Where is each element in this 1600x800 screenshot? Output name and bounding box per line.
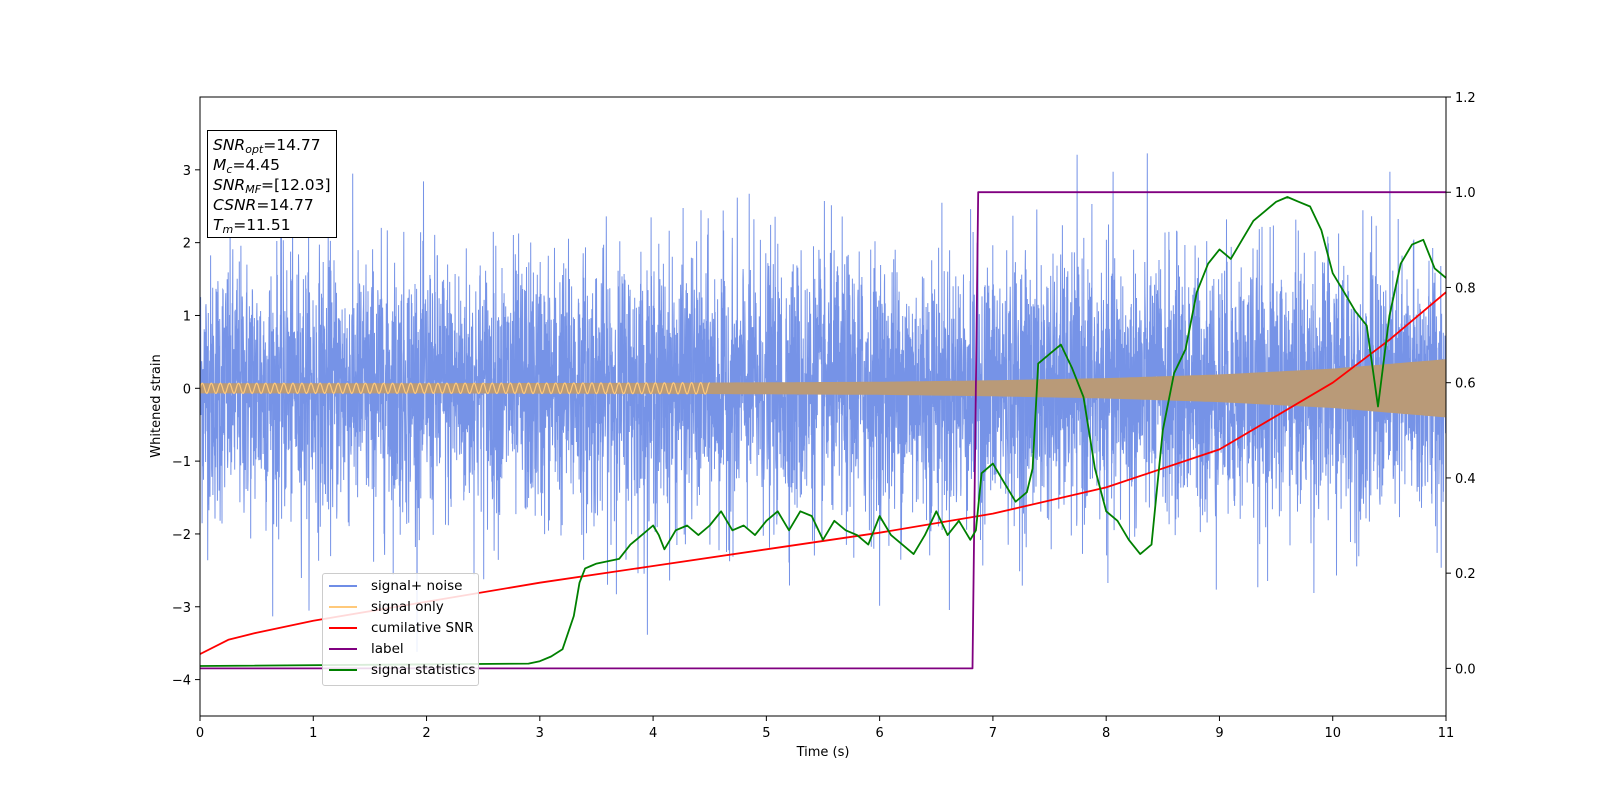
tm-value: 11.51 xyxy=(246,216,291,234)
y2-tick-label: 1.0 xyxy=(1455,186,1476,201)
y-tick-label: −4 xyxy=(172,674,191,689)
y-tick-label: −1 xyxy=(172,455,191,470)
x-tick-label: 1 xyxy=(309,726,317,741)
y-tick-label: 0 xyxy=(183,382,191,397)
x-tick-label: 5 xyxy=(762,726,770,741)
y2-tick-label: 0.0 xyxy=(1455,662,1476,677)
x-axis-label: Time (s) xyxy=(796,745,850,760)
snr-mf-line: SNRMF=[12.03] xyxy=(213,176,331,196)
legend-label: signal statistics xyxy=(371,662,476,678)
y-tick-label: 2 xyxy=(183,237,191,252)
y2-tick-label: 0.6 xyxy=(1455,377,1476,392)
legend-label: signal only xyxy=(371,599,444,615)
x-tick-label: 2 xyxy=(422,726,430,741)
mc-value: 4.45 xyxy=(245,156,280,174)
cumilative-snr-line xyxy=(200,291,1446,655)
snr-mf-value: [12.03] xyxy=(274,176,331,194)
label-line xyxy=(200,191,1446,670)
legend-swatch xyxy=(329,669,357,671)
y-tick-label: −2 xyxy=(172,528,191,543)
signal-only-series xyxy=(200,359,1446,418)
snr-opt-value: 14.77 xyxy=(276,136,321,154)
x-tick-label: 6 xyxy=(875,726,883,741)
legend-swatch xyxy=(329,648,357,650)
signal-statistics-line xyxy=(200,196,1446,667)
x-tick-label: 4 xyxy=(649,726,657,741)
legend-item-signal-only: signal only xyxy=(329,597,479,617)
plot-frame xyxy=(199,96,1447,717)
y-tick-label: −3 xyxy=(172,601,191,616)
x-tick-label: 3 xyxy=(536,726,544,741)
y-axis-label: Whitened strain xyxy=(149,354,164,457)
legend-label: signal+ noise xyxy=(371,578,463,594)
legend-swatch xyxy=(329,627,357,629)
y-axis-right: 0.0 0.2 0.4 0.6 0.8 1.0 1.2 xyxy=(1446,91,1476,677)
legend-item-signal-noise: signal+ noise xyxy=(329,576,479,596)
x-tick-label: 11 xyxy=(1438,726,1455,741)
x-tick-label: 7 xyxy=(989,726,997,741)
mc-line: Mc=4.45 xyxy=(213,156,280,176)
legend-swatch xyxy=(329,585,357,587)
legend-label: cumilative SNR xyxy=(371,620,474,636)
y-tick-label: 1 xyxy=(183,309,191,324)
legend-item-cumulative-snr: cumilative SNR xyxy=(329,618,479,638)
legend-item-label: label xyxy=(329,639,479,659)
y2-tick-label: 1.2 xyxy=(1455,91,1476,106)
legend: signal+ noise signal only cumilative SNR… xyxy=(322,573,479,686)
signal-only-line xyxy=(200,381,710,395)
x-tick-label: 10 xyxy=(1324,726,1341,741)
y2-tick-label: 0.4 xyxy=(1455,472,1476,487)
csnr-value: 14.77 xyxy=(269,196,314,214)
snr-info-box: SNRopt=14.77 Mc=4.45 SNRMF=[12.03] CSNR=… xyxy=(207,130,337,238)
x-tick-label: 9 xyxy=(1215,726,1223,741)
legend-item-signal-statistics: signal statistics xyxy=(329,660,479,680)
y-tick-label: 3 xyxy=(183,164,191,179)
tm-line: Tm=11.51 xyxy=(213,216,291,236)
signal-only-envelope xyxy=(200,359,1446,418)
x-tick-label: 8 xyxy=(1102,726,1110,741)
line-series-group xyxy=(200,191,1446,670)
y2-tick-label: 0.2 xyxy=(1455,567,1476,582)
csnr-line: CSNR=14.77 xyxy=(213,196,314,214)
x-axis: 0 1 2 3 4 5 6 7 8 9 10 11 xyxy=(196,716,1454,741)
legend-swatch xyxy=(329,606,357,608)
x-tick-label: 0 xyxy=(196,726,204,741)
y2-tick-label: 0.8 xyxy=(1455,281,1476,296)
legend-label: label xyxy=(371,641,404,657)
snr-opt-line: SNRopt=14.77 xyxy=(213,136,321,156)
y-axis-left: −4 −3 −2 −1 0 1 2 3 xyxy=(172,164,200,689)
